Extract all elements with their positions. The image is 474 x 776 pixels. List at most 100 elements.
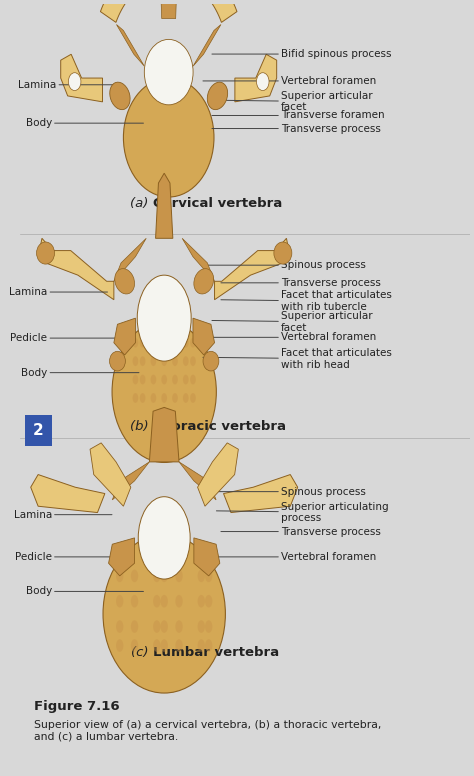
Circle shape — [175, 620, 183, 633]
Circle shape — [183, 375, 189, 384]
Circle shape — [172, 356, 178, 366]
Ellipse shape — [103, 535, 225, 693]
Text: (b): (b) — [130, 420, 153, 433]
Circle shape — [190, 375, 196, 384]
Text: Lamina: Lamina — [14, 510, 112, 520]
Ellipse shape — [256, 73, 269, 91]
Circle shape — [151, 338, 156, 348]
Polygon shape — [179, 462, 216, 500]
Text: Body: Body — [26, 587, 144, 597]
Circle shape — [140, 375, 146, 384]
Polygon shape — [61, 54, 102, 102]
Polygon shape — [117, 25, 144, 66]
Text: Facet that articulates
with rib tubercle: Facet that articulates with rib tubercle — [221, 290, 392, 312]
Circle shape — [205, 620, 212, 633]
Circle shape — [190, 356, 196, 366]
Circle shape — [133, 356, 138, 366]
Polygon shape — [160, 0, 177, 19]
Polygon shape — [224, 475, 298, 513]
Circle shape — [151, 375, 156, 384]
Ellipse shape — [109, 352, 125, 371]
Circle shape — [131, 639, 138, 652]
Circle shape — [161, 639, 168, 652]
Circle shape — [198, 639, 205, 652]
Text: Facet that articulates
with rib head: Facet that articulates with rib head — [203, 348, 392, 369]
Polygon shape — [193, 318, 215, 355]
Circle shape — [172, 338, 178, 348]
Polygon shape — [90, 443, 131, 506]
Text: Vertebral foramen: Vertebral foramen — [203, 332, 376, 342]
Text: (c): (c) — [131, 646, 153, 660]
Polygon shape — [112, 462, 149, 500]
Text: Transverse process: Transverse process — [221, 527, 381, 536]
Polygon shape — [31, 475, 105, 513]
Circle shape — [116, 570, 123, 582]
Polygon shape — [155, 173, 173, 238]
Ellipse shape — [203, 352, 219, 371]
Circle shape — [153, 639, 161, 652]
Text: Lamina: Lamina — [18, 80, 117, 90]
Circle shape — [153, 570, 161, 582]
Circle shape — [161, 570, 168, 582]
Circle shape — [116, 639, 123, 652]
Circle shape — [205, 639, 212, 652]
Circle shape — [198, 570, 205, 582]
Circle shape — [175, 570, 183, 582]
Text: 2: 2 — [33, 423, 44, 438]
Ellipse shape — [207, 82, 228, 109]
Circle shape — [131, 595, 138, 608]
Polygon shape — [194, 538, 220, 576]
Text: Superior articulating
process: Superior articulating process — [217, 501, 389, 523]
Circle shape — [116, 620, 123, 633]
Polygon shape — [114, 318, 136, 355]
Text: Superior articular
facet: Superior articular facet — [212, 91, 373, 113]
Circle shape — [140, 393, 146, 403]
Circle shape — [190, 393, 196, 403]
Polygon shape — [193, 25, 221, 66]
Text: Figure 7.16: Figure 7.16 — [34, 701, 119, 713]
Text: Bifid spinous process: Bifid spinous process — [212, 49, 392, 59]
Text: Superior view of (a) a cervical vertebra, (b) a thoracic vertebra,
and (c) a lum: Superior view of (a) a cervical vertebra… — [34, 719, 381, 741]
Circle shape — [183, 356, 189, 366]
Polygon shape — [114, 238, 146, 281]
Circle shape — [116, 595, 123, 608]
Circle shape — [131, 620, 138, 633]
Circle shape — [133, 393, 138, 403]
Text: Spinous process: Spinous process — [212, 487, 366, 497]
Text: Pedicle: Pedicle — [10, 333, 117, 343]
Polygon shape — [109, 538, 135, 576]
Polygon shape — [182, 238, 215, 281]
Circle shape — [161, 620, 168, 633]
Circle shape — [205, 570, 212, 582]
Text: Vertebral foramen: Vertebral foramen — [203, 76, 376, 86]
Circle shape — [140, 338, 146, 348]
Circle shape — [161, 375, 167, 384]
Text: Body: Body — [21, 368, 139, 378]
Circle shape — [140, 356, 146, 366]
Ellipse shape — [194, 268, 214, 294]
Text: Pedicle: Pedicle — [15, 552, 117, 562]
Circle shape — [190, 338, 196, 348]
Ellipse shape — [274, 242, 292, 264]
Circle shape — [172, 375, 178, 384]
Ellipse shape — [115, 268, 135, 294]
Text: Vertebral foramen: Vertebral foramen — [203, 552, 376, 562]
Polygon shape — [235, 54, 277, 102]
Ellipse shape — [36, 242, 55, 264]
Circle shape — [183, 393, 189, 403]
Circle shape — [175, 639, 183, 652]
Circle shape — [205, 595, 212, 608]
Text: Thoracic vertebra: Thoracic vertebra — [153, 420, 286, 433]
Polygon shape — [38, 238, 114, 300]
Text: Transverse foramen: Transverse foramen — [212, 110, 385, 120]
Ellipse shape — [138, 497, 190, 579]
Ellipse shape — [110, 82, 130, 109]
Circle shape — [151, 356, 156, 366]
Circle shape — [153, 595, 161, 608]
Text: Lamina: Lamina — [9, 287, 108, 297]
Text: Spinous process: Spinous process — [208, 260, 366, 270]
Polygon shape — [215, 238, 290, 300]
Text: Transverse process: Transverse process — [221, 278, 381, 288]
Circle shape — [151, 393, 156, 403]
Circle shape — [198, 595, 205, 608]
